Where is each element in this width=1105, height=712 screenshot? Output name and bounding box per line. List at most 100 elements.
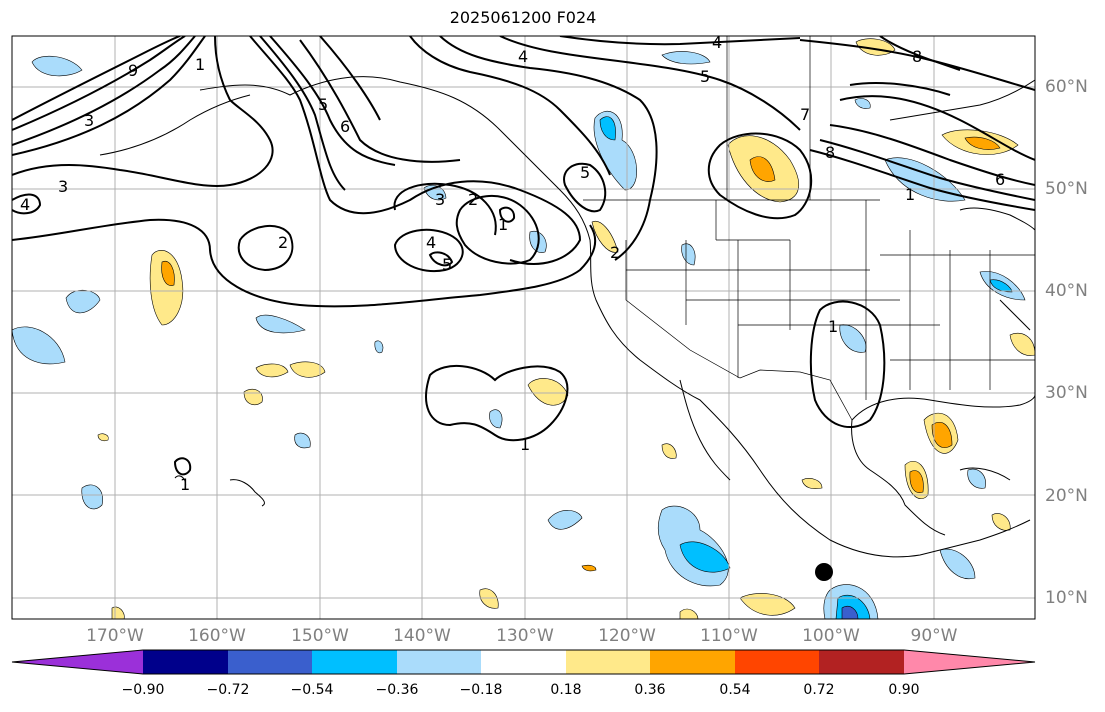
pos-anomaly — [161, 260, 175, 286]
coastlines — [99, 76, 1035, 558]
contour-label: 2 — [278, 233, 288, 252]
colorbar-tick: 0.36 — [634, 682, 666, 698]
pos-anomaly — [909, 470, 924, 493]
pos-anomaly — [679, 608, 699, 619]
contour-label: 2 — [610, 243, 620, 262]
colorbar-segment — [143, 650, 228, 674]
lon-label: 90°W — [910, 626, 958, 646]
colorbar-tick: −0.90 — [121, 682, 165, 698]
contour-label: 3 — [84, 111, 94, 130]
shaded-anomalies — [12, 38, 1035, 619]
neg-anomaly — [967, 468, 986, 489]
colorbar-tick: 0.90 — [888, 682, 920, 698]
contour-label: 1 — [828, 317, 838, 336]
colorbar-under — [12, 650, 143, 674]
colorbar-tick: −0.36 — [375, 682, 419, 698]
neg-anomaly — [854, 98, 871, 109]
lat-label: 30°N — [1045, 383, 1088, 403]
colorbar-over — [904, 650, 1035, 674]
lon-label: 130°W — [496, 626, 554, 646]
colorbar-tick: −0.72 — [206, 682, 250, 698]
neg-anomaly — [31, 55, 83, 77]
neg-anomaly — [294, 432, 311, 449]
neg-anomaly — [489, 409, 503, 429]
neg-anomaly — [661, 51, 711, 65]
lon-label: 150°W — [291, 626, 349, 646]
storm-marker — [815, 563, 833, 581]
colorbar-segment — [397, 650, 481, 674]
neg-anomaly — [547, 510, 583, 530]
colorbar-segment — [650, 650, 735, 674]
pos-anomaly — [749, 156, 776, 182]
pos-anomaly — [739, 593, 796, 616]
neg-anomaly — [939, 548, 976, 580]
pos-anomaly — [97, 433, 109, 442]
contour-label: 4 — [426, 233, 436, 252]
pos-anomaly — [801, 478, 823, 490]
neg-anomaly — [681, 243, 696, 266]
contour-label: 5 — [318, 95, 328, 114]
contour-label: 1 — [520, 435, 530, 454]
pos-anomaly — [964, 136, 1001, 150]
lat-label: 20°N — [1045, 486, 1088, 506]
neg-anomaly — [679, 541, 731, 573]
colorbar-tick: −0.54 — [290, 682, 334, 698]
pos-anomaly — [581, 564, 597, 572]
contour-label: 8 — [912, 47, 922, 66]
contour-labels: 3 4 3 9 1 2 5 6 3 2 1 4 5 4 5 2 5 4 7 8 … — [20, 36, 1005, 494]
pos-anomaly — [527, 378, 569, 406]
colorbar-segment — [481, 650, 566, 674]
contour-label: 9 — [128, 61, 138, 80]
neg-anomaly — [81, 484, 103, 510]
pos-anomaly — [591, 220, 619, 253]
lon-label: 160°W — [188, 626, 246, 646]
neg-anomaly — [989, 279, 1013, 293]
contour-label: 5 — [700, 67, 710, 86]
pos-anomaly — [991, 513, 1011, 531]
contour-label: 8 — [825, 143, 835, 162]
colorbar-tick: 0.18 — [550, 682, 582, 698]
neg-anomaly — [841, 606, 859, 619]
colorbar-tick: 0.54 — [719, 682, 751, 698]
lon-label: 100°W — [802, 626, 860, 646]
contour-label: 1 — [498, 215, 508, 234]
colorbar-tick: −0.18 — [459, 682, 503, 698]
contour-label: 6 — [340, 117, 350, 136]
contour-label: 4 — [518, 47, 528, 66]
neg-anomaly — [839, 324, 867, 353]
neg-anomaly — [374, 340, 384, 354]
height-contours — [12, 36, 1035, 476]
contour-label: 7 — [800, 105, 810, 124]
contour-label: 1 — [905, 185, 915, 204]
lat-label: 50°N — [1045, 179, 1088, 199]
lon-label: 110°W — [700, 626, 758, 646]
lat-label: 40°N — [1045, 281, 1088, 301]
contour-label: 3 — [435, 190, 445, 209]
map-title: 2025061200 F024 — [449, 8, 597, 27]
contour-label: 2 — [468, 190, 478, 209]
contour-label: 1 — [195, 55, 205, 74]
contour-label: 5 — [580, 163, 590, 182]
neg-anomaly — [599, 116, 616, 141]
lon-label: 140°W — [393, 626, 451, 646]
lat-label: 10°N — [1045, 588, 1088, 608]
colorbar-segment — [228, 650, 312, 674]
map-frame — [11, 35, 1036, 620]
lon-label: 170°W — [86, 626, 144, 646]
neg-anomaly — [255, 314, 306, 334]
contour-label: 6 — [995, 170, 1005, 189]
pos-anomaly — [1009, 332, 1035, 356]
colorbar — [11, 649, 1036, 675]
colorbar-tick: 0.72 — [803, 682, 835, 698]
colorbar-segment — [312, 650, 397, 674]
neg-anomaly — [12, 326, 66, 365]
pos-anomaly — [255, 363, 289, 378]
colorbar-segment — [566, 650, 650, 674]
graticule — [12, 36, 1035, 619]
contour-label: 1 — [180, 475, 190, 494]
pos-anomaly — [661, 443, 677, 459]
lat-label: 60°N — [1045, 77, 1088, 97]
contour-label: 5 — [442, 255, 452, 274]
contour-label: 4 — [20, 195, 30, 214]
